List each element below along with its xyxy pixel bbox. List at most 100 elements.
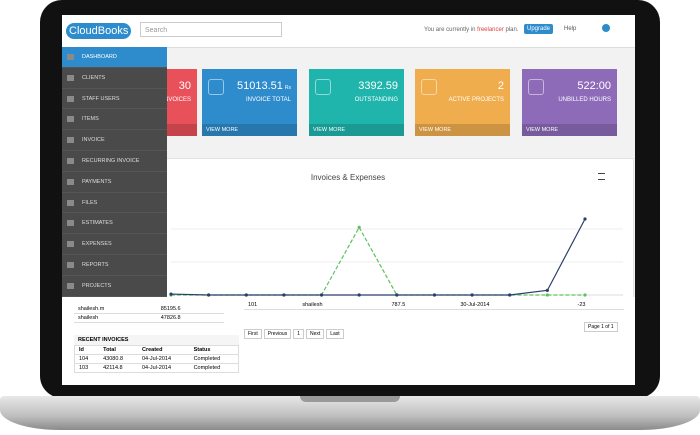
table-row: 101 shailesh 787.5 30-Jul-2014 -23 bbox=[244, 301, 624, 310]
sidebar-item[interactable]: CLIENTS bbox=[62, 68, 167, 89]
card-value: 3392.59 bbox=[358, 80, 398, 92]
plan-before: You are currently in bbox=[424, 27, 478, 33]
pagination-button[interactable]: Next bbox=[305, 329, 325, 339]
recent-invoices-table: RECENT INVOICES Id Total Created Status 104 43… bbox=[74, 335, 239, 373]
sidebar-icon bbox=[67, 220, 74, 227]
card-icon bbox=[421, 79, 437, 95]
series-point[interactable] bbox=[357, 293, 361, 297]
card-link[interactable]: VIEW MORE bbox=[415, 124, 510, 136]
series-point[interactable] bbox=[583, 217, 587, 221]
sidebar-item[interactable]: STAFF USERS bbox=[62, 89, 167, 110]
pagination-button[interactable]: 1 bbox=[293, 329, 304, 339]
card-label: INVOICES bbox=[162, 97, 191, 103]
pagination-button[interactable]: First bbox=[244, 329, 262, 339]
table-cell: 43080.8 bbox=[99, 354, 138, 364]
series-point[interactable] bbox=[583, 293, 587, 297]
card-label: UNBILLED HOURS bbox=[558, 97, 611, 103]
table-cell: -23 bbox=[573, 301, 624, 310]
sidebar-item[interactable]: DASHBOARD bbox=[62, 47, 167, 68]
sidebar-item[interactable]: ITEMS bbox=[62, 109, 167, 131]
card-value: 522:00 bbox=[577, 80, 611, 92]
plan-name: freelancer bbox=[477, 27, 504, 33]
plan-text: You are currently in freelancer plan. bbox=[424, 27, 519, 33]
sidebar-item[interactable]: REPORTS bbox=[62, 255, 167, 276]
card-value: 30 bbox=[178, 80, 191, 92]
table-cell: 101 bbox=[244, 301, 299, 310]
series-point[interactable] bbox=[545, 293, 549, 297]
series-point[interactable] bbox=[470, 293, 474, 297]
top-clients-table: shailesh.m 85195.6 shailesh 47826.8 bbox=[74, 305, 224, 323]
card-icon bbox=[315, 79, 331, 95]
card-link[interactable]: VIEW MORE bbox=[202, 124, 297, 136]
chart-menu[interactable] bbox=[598, 173, 605, 180]
series-point[interactable] bbox=[432, 293, 437, 297]
settings-icon[interactable] bbox=[602, 24, 610, 32]
sidebar-item[interactable]: PROJECTS bbox=[62, 276, 167, 297]
sidebar-item[interactable]: EXPENSES bbox=[62, 234, 167, 255]
lower-section: shailesh.m 85195.6 shailesh 47826.8 RECENT … bbox=[62, 297, 635, 385]
sidebar-icon bbox=[67, 178, 74, 185]
sidebar-icon bbox=[67, 74, 74, 81]
table-row: shailesh 47826.8 bbox=[74, 313, 224, 323]
plan-after: plan. bbox=[503, 27, 519, 33]
table-cell: Completed bbox=[189, 363, 239, 373]
sidebar-item[interactable]: RECURRING INVOICE bbox=[62, 151, 167, 172]
sidebar-icon bbox=[67, 199, 74, 206]
series-point[interactable] bbox=[357, 225, 361, 229]
sidebar-icon bbox=[67, 95, 74, 102]
series-point[interactable] bbox=[244, 293, 248, 297]
series-point[interactable] bbox=[545, 288, 549, 292]
sidebar-item[interactable]: ESTIMATES bbox=[62, 213, 167, 235]
stat-card: 3392.59 OUTSTANDING VIEW MORE bbox=[309, 69, 404, 136]
sidebar-icon bbox=[67, 262, 74, 268]
sidebar-icon bbox=[67, 137, 74, 144]
stat-card: 51013.51 Rs INVOICE TOTAL VIEW MORE bbox=[202, 69, 297, 136]
sidebar-icon bbox=[67, 54, 74, 60]
series-point[interactable] bbox=[169, 292, 173, 296]
table-cell: Completed bbox=[189, 354, 239, 364]
card-value: 51013.51 Rs bbox=[236, 80, 291, 92]
sidebar-item[interactable]: INVOICE bbox=[62, 130, 167, 151]
table-cell: 103 bbox=[74, 363, 100, 373]
due-table: 101 shailesh 787.5 30-Jul-2014 -23 bbox=[244, 301, 624, 310]
card-label: OUTSTANDING bbox=[354, 97, 398, 103]
table-cell: Id bbox=[74, 345, 100, 355]
upgrade-button[interactable]: Upgrade bbox=[524, 24, 554, 34]
table-row: shailesh.m 85195.6 bbox=[74, 305, 224, 314]
table-title: RECENT INVOICES bbox=[74, 335, 239, 345]
sidebar-item[interactable]: FILES bbox=[62, 193, 167, 214]
sidebar-item[interactable]: PAYMENTS bbox=[62, 172, 167, 193]
sidebar: DASHBOARD CLIENTS STAFF USERS ITEMS INVOICE R… bbox=[62, 47, 167, 297]
series-point[interactable] bbox=[207, 293, 211, 297]
table-cell: 47826.8 bbox=[156, 313, 224, 323]
chart bbox=[169, 217, 623, 297]
stat-card: 522:00 UNBILLED HOURS VIEW MORE bbox=[522, 69, 617, 136]
chart-title: Invoices & Expenses bbox=[310, 173, 386, 182]
series-point[interactable] bbox=[282, 293, 286, 297]
table-cell: shailesh bbox=[298, 301, 388, 310]
card-unit: Rs bbox=[284, 85, 291, 91]
help-link[interactable]: Help bbox=[564, 26, 577, 32]
screen: CloudBooks Search You are currently in f… bbox=[62, 15, 635, 385]
table-cell: 30-Jul-2014 bbox=[456, 301, 574, 310]
series-line bbox=[171, 226, 585, 296]
pagination-button[interactable]: Previous bbox=[263, 329, 292, 339]
table-row: 104 43080.8 04-Jul-2014 Completed bbox=[74, 354, 239, 364]
card-link[interactable]: VIEW MORE bbox=[522, 124, 617, 136]
series-point[interactable] bbox=[508, 293, 512, 297]
sidebar-icon bbox=[67, 241, 74, 248]
card-link[interactable]: VIEW MORE bbox=[309, 124, 404, 136]
logo[interactable]: CloudBooks bbox=[66, 23, 132, 39]
table-cell: 85195.6 bbox=[156, 305, 224, 314]
table-row: 103 42114.8 04-Jul-2014 Completed bbox=[74, 363, 239, 373]
sidebar-icon bbox=[67, 116, 74, 123]
table-cell: Status bbox=[189, 345, 239, 355]
sidebar-icon bbox=[67, 282, 74, 289]
series-point[interactable] bbox=[319, 293, 324, 297]
pagination-button[interactable]: Last bbox=[326, 329, 344, 339]
card-value: 2 bbox=[497, 80, 504, 92]
card-icon bbox=[208, 79, 224, 95]
search-input[interactable]: Search bbox=[140, 22, 282, 37]
series-point[interactable] bbox=[395, 293, 399, 297]
